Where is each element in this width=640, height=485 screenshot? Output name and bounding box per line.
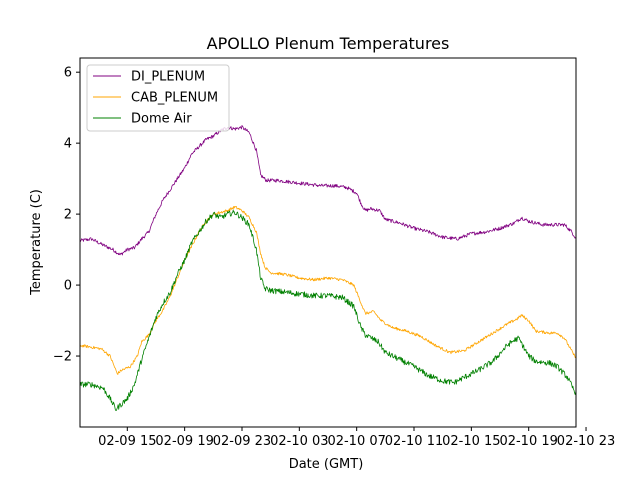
x-tick-label: 02-09 23 bbox=[213, 434, 271, 449]
x-tick-label: 02-10 23 bbox=[557, 434, 615, 449]
plot-frame bbox=[79, 57, 577, 428]
x-tick-label: 02-09 15 bbox=[98, 434, 156, 449]
y-tick-label: 4 bbox=[64, 137, 72, 152]
y-axis-label: Temperature (C) bbox=[29, 189, 44, 296]
x-tick-label: 02-10 11 bbox=[385, 434, 443, 449]
legend-frame bbox=[86, 64, 230, 132]
x-tick-label: 02-10 15 bbox=[442, 434, 500, 449]
y-tick-label: 0 bbox=[64, 279, 72, 294]
y-tick-label: −2 bbox=[53, 350, 72, 365]
x-axis-label: Date (GMT) bbox=[289, 457, 364, 472]
y-tick-label: 6 bbox=[64, 66, 72, 81]
series-line-1 bbox=[80, 205, 576, 375]
y-axis: −2 0 2 4 6 bbox=[53, 66, 80, 365]
series-layer bbox=[80, 125, 576, 411]
series-line-2 bbox=[80, 209, 576, 411]
x-tick-label: 02-10 19 bbox=[499, 434, 557, 449]
x-tick-label: 02-10 07 bbox=[327, 434, 385, 449]
series-line-0 bbox=[80, 125, 576, 256]
legend-label: Dome Air bbox=[131, 112, 192, 127]
x-tick-label: 02-09 19 bbox=[155, 434, 213, 449]
legend-label: CAB_PLENUM bbox=[131, 91, 218, 106]
x-tick-label: 02-10 03 bbox=[270, 434, 328, 449]
y-tick-label: 2 bbox=[64, 208, 72, 223]
legend-label: DI_PLENUM bbox=[131, 70, 205, 85]
legend: DI_PLENUM CAB_PLENUM Dome Air bbox=[86, 64, 230, 132]
chart-title: APOLLO Plenum Temperatures bbox=[207, 34, 450, 53]
